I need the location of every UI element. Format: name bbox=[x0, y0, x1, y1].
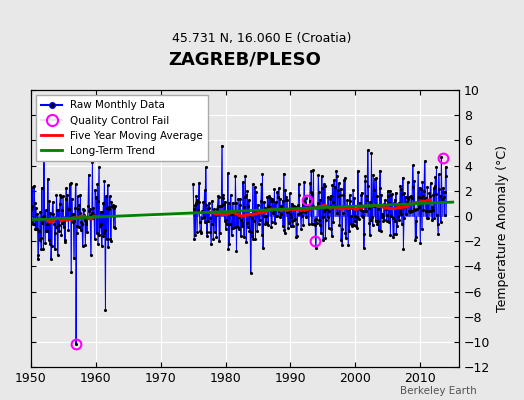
Title: ZAGREB/PLESO: ZAGREB/PLESO bbox=[169, 51, 322, 69]
Text: Berkeley Earth: Berkeley Earth bbox=[400, 386, 477, 396]
Legend: Raw Monthly Data, Quality Control Fail, Five Year Moving Average, Long-Term Tren: Raw Monthly Data, Quality Control Fail, … bbox=[36, 95, 209, 161]
Text: 45.731 N, 16.060 E (Croatia): 45.731 N, 16.060 E (Croatia) bbox=[172, 32, 352, 45]
Y-axis label: Temperature Anomaly (°C): Temperature Anomaly (°C) bbox=[496, 145, 509, 312]
